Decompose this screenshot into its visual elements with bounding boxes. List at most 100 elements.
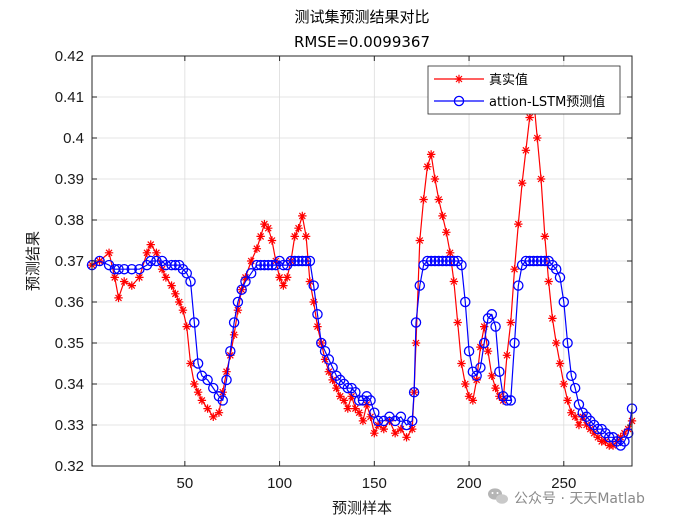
series-point	[146, 240, 155, 249]
series-point	[372, 415, 384, 427]
series-point	[208, 382, 219, 394]
series-point	[517, 178, 527, 188]
series-point	[192, 358, 204, 369]
series-point	[456, 259, 467, 271]
series-point	[510, 265, 519, 274]
series-point	[524, 255, 535, 267]
series-point	[464, 392, 474, 401]
legend-item: 真实值	[434, 72, 528, 88]
series-point	[228, 317, 240, 328]
series-point	[406, 415, 418, 427]
series-point	[222, 367, 231, 376]
x-tick-label: 250	[551, 475, 576, 492]
series-point	[332, 383, 341, 393]
series-point	[251, 259, 263, 271]
series-point	[193, 388, 203, 397]
series-point	[453, 318, 462, 327]
series-point	[290, 232, 299, 241]
series-point	[260, 219, 269, 229]
series-point	[490, 321, 501, 332]
series-point	[441, 255, 452, 267]
series-point	[593, 433, 603, 442]
series-point	[415, 236, 424, 245]
series-point	[408, 386, 420, 398]
series-point	[214, 408, 224, 417]
series-point	[425, 255, 437, 267]
series-point	[209, 412, 218, 421]
series-point	[171, 289, 180, 298]
series-point	[548, 314, 557, 323]
series-point	[365, 395, 376, 406]
series-point	[114, 293, 123, 303]
series-point	[520, 255, 532, 267]
series-point	[362, 400, 371, 409]
series-point	[509, 337, 520, 349]
series-point	[574, 420, 584, 430]
series-point	[328, 375, 337, 385]
series-point	[347, 392, 356, 401]
series-point	[256, 232, 265, 241]
series-point	[232, 296, 244, 308]
series-point	[289, 255, 300, 267]
series-point	[221, 374, 232, 386]
series-point	[552, 338, 561, 348]
series-point	[358, 416, 368, 426]
series-point	[245, 268, 257, 279]
legend-items: 真实值 attion-LSTM预测值	[434, 72, 605, 110]
legend-marker	[454, 74, 464, 84]
x-tick-label: 50	[176, 475, 193, 492]
series-point	[264, 224, 273, 233]
series-point	[308, 280, 319, 291]
series-point	[186, 359, 195, 368]
series-point	[152, 248, 161, 257]
series-point	[259, 259, 270, 271]
legend-item: attion-LSTM预测值	[434, 94, 605, 110]
legend-label: attion-LSTM预测值	[489, 94, 605, 110]
series-point	[267, 236, 277, 245]
series-point	[104, 248, 114, 257]
series-point	[570, 412, 580, 421]
series-point	[486, 309, 498, 320]
chart-title: 测试集预测结果对比	[294, 8, 429, 26]
series-point	[279, 281, 288, 290]
series-point	[118, 263, 130, 275]
series-point	[298, 211, 307, 221]
series-point	[438, 211, 447, 221]
chart-subtitle: RMSE=0.0099367	[294, 33, 430, 51]
series-2	[86, 255, 638, 451]
series-point	[540, 232, 550, 241]
series-point	[225, 345, 236, 357]
series-point	[463, 345, 475, 357]
y-tick-label: 0.42	[55, 48, 84, 65]
series-point	[562, 337, 573, 349]
y-tick-label: 0.39	[55, 171, 84, 188]
series-layer	[86, 92, 638, 451]
series-point	[620, 429, 629, 438]
series-point	[476, 342, 485, 352]
series-point	[419, 195, 428, 204]
series-point	[240, 276, 251, 287]
series-point	[422, 255, 433, 267]
series-point	[126, 263, 138, 275]
series-point	[622, 427, 634, 439]
series-point	[312, 309, 323, 320]
series-point	[513, 280, 524, 291]
y-tick-label: 0.35	[55, 335, 84, 352]
series-point	[262, 259, 274, 271]
series-point	[120, 277, 129, 286]
series-point	[229, 330, 239, 339]
y-tick-label: 0.34	[55, 376, 84, 393]
y-tick-label: 0.37	[55, 253, 84, 270]
series-point	[285, 255, 297, 267]
series-point	[336, 392, 345, 401]
series-point	[185, 276, 196, 287]
series-point	[586, 424, 595, 434]
series-point	[582, 420, 591, 430]
series-point	[563, 396, 572, 405]
series-point	[460, 296, 471, 308]
series-point	[395, 411, 407, 423]
series-point	[502, 351, 512, 360]
series-point	[167, 281, 176, 290]
series-point	[203, 404, 212, 413]
series-point	[351, 404, 360, 413]
